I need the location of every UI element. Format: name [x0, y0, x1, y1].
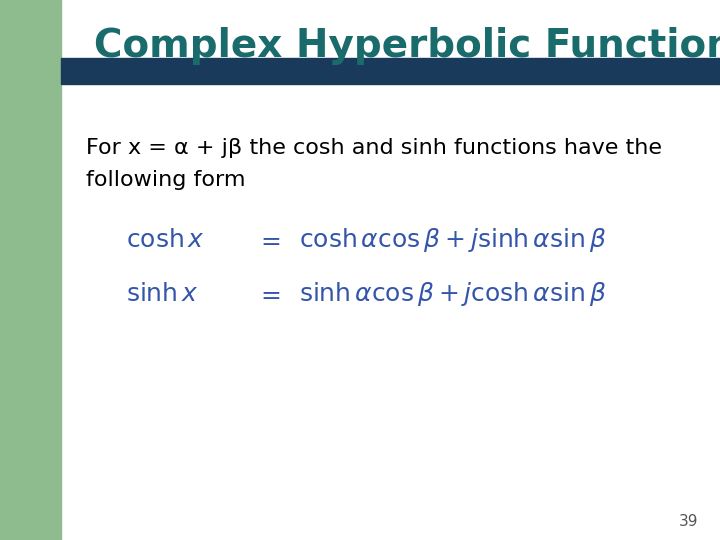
Bar: [0, 0, 61, 540]
Text: $\cosh\alpha\cos\beta + j\sinh\alpha\sin\beta$: $\cosh\alpha\cos\beta + j\sinh\alpha\sin…: [299, 226, 606, 254]
Text: $=$: $=$: [256, 228, 281, 252]
Text: $=$: $=$: [256, 282, 281, 306]
Text: 39: 39: [679, 514, 698, 529]
Text: following form: following form: [86, 170, 246, 190]
Text: $\sinh x$: $\sinh x$: [126, 282, 199, 306]
Text: $\cosh x$: $\cosh x$: [126, 228, 205, 252]
Text: Complex Hyperbolic Functions: Complex Hyperbolic Functions: [94, 27, 720, 65]
Text: For x = α + jβ the cosh and sinh functions have the: For x = α + jβ the cosh and sinh functio…: [86, 138, 662, 158]
Text: $\sinh\alpha\cos\beta + j\cosh\alpha\sin\beta$: $\sinh\alpha\cos\beta + j\cosh\alpha\sin…: [299, 280, 606, 308]
Bar: [61, 58, 720, 84]
